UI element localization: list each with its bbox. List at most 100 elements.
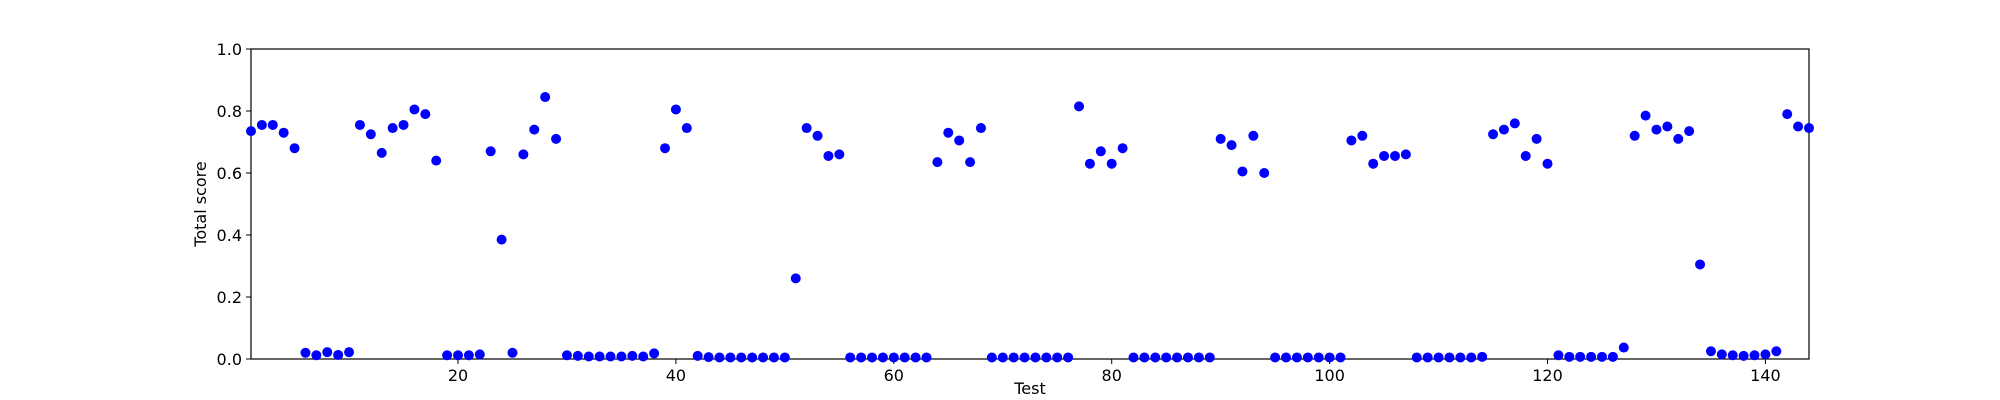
point	[1368, 158, 1379, 169]
y-tick-label: 0.0	[217, 350, 242, 369]
point	[1575, 351, 1586, 362]
point	[1553, 350, 1564, 361]
point	[758, 352, 769, 363]
point	[703, 352, 714, 363]
point	[736, 352, 747, 363]
point	[1291, 352, 1302, 363]
point	[725, 352, 736, 363]
point	[583, 351, 594, 362]
point	[1455, 352, 1466, 363]
point	[1193, 352, 1204, 363]
point	[1117, 143, 1128, 154]
point	[1444, 352, 1455, 363]
point	[714, 352, 725, 363]
point	[1716, 349, 1727, 360]
point	[1618, 342, 1629, 353]
point	[1477, 351, 1488, 362]
point	[365, 129, 376, 140]
point	[660, 143, 671, 154]
point	[507, 347, 518, 358]
point	[1782, 109, 1793, 120]
point	[921, 352, 932, 363]
point	[1662, 121, 1673, 132]
point	[1422, 352, 1433, 363]
point	[877, 352, 888, 363]
point	[1498, 124, 1509, 135]
point	[398, 119, 409, 130]
point	[812, 130, 823, 141]
point	[540, 92, 551, 103]
point	[1357, 130, 1368, 141]
point	[278, 127, 289, 138]
point	[518, 149, 529, 160]
point	[997, 352, 1008, 363]
y-tick-label: 1.0	[217, 40, 242, 59]
point	[420, 109, 431, 120]
point	[1128, 352, 1139, 363]
point	[867, 352, 878, 363]
point	[496, 234, 507, 245]
point	[1172, 352, 1183, 363]
point	[986, 352, 997, 363]
point	[551, 133, 562, 144]
point	[1520, 150, 1531, 161]
point	[1226, 140, 1237, 151]
point	[845, 352, 856, 363]
point	[256, 119, 267, 130]
point	[627, 350, 638, 361]
point	[1084, 158, 1095, 169]
x-tick-label: 140	[1750, 366, 1781, 385]
point	[289, 143, 300, 154]
point	[1161, 352, 1172, 363]
point	[1771, 346, 1782, 357]
point	[1324, 352, 1335, 363]
point	[605, 351, 616, 362]
point	[387, 123, 398, 134]
point	[1259, 168, 1270, 178]
point	[1150, 352, 1161, 363]
point	[1738, 350, 1749, 361]
x-tick-label: 60	[884, 366, 904, 385]
point	[267, 119, 278, 130]
point	[692, 350, 703, 361]
point	[354, 119, 365, 130]
point	[474, 349, 485, 360]
point	[453, 350, 464, 361]
point	[747, 352, 758, 363]
point	[910, 352, 921, 363]
point	[442, 350, 453, 361]
point	[1793, 121, 1804, 132]
point	[638, 351, 649, 362]
point	[954, 135, 965, 146]
point	[1302, 352, 1313, 363]
y-tick-label: 0.6	[217, 164, 242, 183]
y-axis-label: Total score	[191, 161, 210, 247]
point	[409, 104, 420, 115]
plot-frame	[250, 48, 1810, 360]
point	[311, 350, 322, 361]
point	[932, 157, 943, 168]
point	[834, 149, 845, 160]
point	[1411, 352, 1422, 363]
point	[856, 352, 867, 363]
point	[975, 123, 986, 134]
x-axis-label: Test	[1013, 379, 1046, 398]
point	[1204, 352, 1215, 363]
point	[1564, 351, 1575, 362]
point	[376, 147, 387, 158]
y-tick-label: 0.2	[217, 288, 242, 307]
point	[1313, 352, 1324, 363]
point	[1019, 352, 1030, 363]
point	[322, 347, 333, 358]
point	[965, 157, 976, 168]
point	[1182, 352, 1193, 363]
point	[1139, 352, 1150, 363]
x-tick-label: 20	[448, 366, 468, 385]
point	[899, 352, 910, 363]
point	[1531, 133, 1542, 144]
point	[1215, 133, 1226, 144]
point	[1760, 349, 1771, 360]
point	[943, 127, 954, 138]
x-tick-label: 40	[666, 366, 686, 385]
point	[1030, 352, 1041, 363]
